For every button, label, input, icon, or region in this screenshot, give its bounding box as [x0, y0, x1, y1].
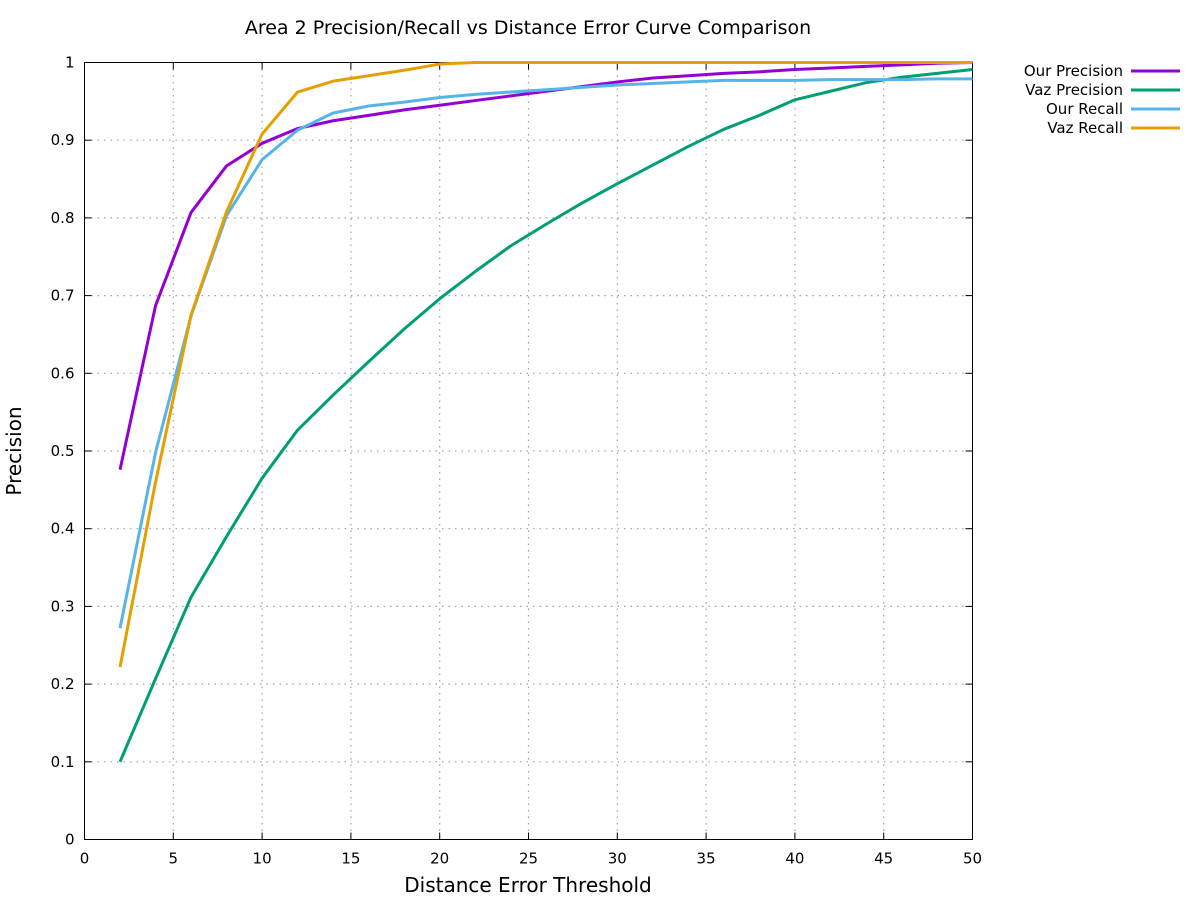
y-axis-title: Precision: [2, 406, 26, 495]
y-tick-label: 0.9: [51, 131, 75, 149]
x-tick-label: 10: [253, 850, 272, 868]
x-tick-label: 20: [430, 850, 449, 868]
y-tick-label: 0.2: [51, 675, 75, 693]
series-line-vaz-precision: [118, 67, 973, 763]
y-tick-label: 0: [65, 831, 75, 849]
x-tick-label: 40: [785, 850, 804, 868]
series-line-vaz-recall: [118, 61, 973, 668]
y-tick-label: 1: [65, 54, 75, 72]
x-axis-title: Distance Error Threshold: [404, 873, 651, 897]
series-line-our-precision: [118, 61, 973, 470]
y-tick-label: 0.4: [51, 520, 75, 538]
x-tick-label: 30: [608, 850, 627, 868]
x-tick-label: 15: [341, 850, 360, 868]
y-tick-label: 0.3: [51, 597, 75, 615]
legend-label-vaz-recall: Vaz Recall: [1047, 119, 1123, 137]
y-tick-label: 0.1: [51, 753, 75, 771]
x-tick-label: 35: [697, 850, 716, 868]
x-tick-label: 5: [169, 850, 179, 868]
legend-label-vaz-precision: Vaz Precision: [1025, 81, 1123, 99]
chart-title: Area 2 Precision/Recall vs Distance Erro…: [245, 17, 811, 39]
x-tick-label: 45: [874, 850, 893, 868]
y-tick-label: 0.5: [51, 442, 75, 460]
y-tick-label: 0.7: [51, 287, 75, 305]
x-tick-label: 25: [519, 850, 538, 868]
y-tick-label: 0.6: [51, 364, 75, 382]
series-lines: [118, 61, 973, 763]
y-tick-label: 0.8: [51, 209, 75, 227]
legend-label-our-recall: Our Recall: [1046, 100, 1123, 118]
axis-ticks: 0 5 10 15 20 25 30 35 40 45 50 0 0.1 0.2 0.3 0.4 0.5 0.6 0…: [51, 54, 982, 868]
x-tick-label: 50: [963, 850, 982, 868]
legend-label-our-precision: Our Precision: [1024, 62, 1123, 80]
x-tick-label: 0: [80, 850, 90, 868]
series-line-our-recall: [118, 77, 973, 629]
